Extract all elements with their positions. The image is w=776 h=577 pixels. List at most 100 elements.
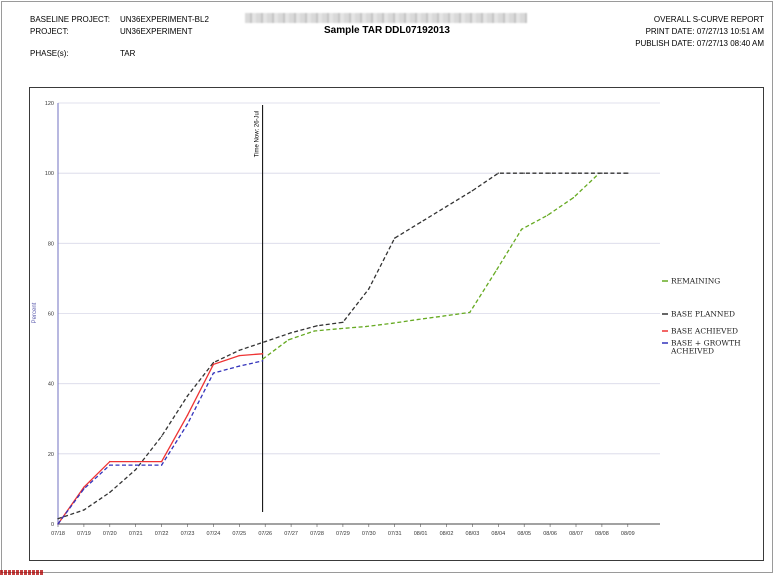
data-point (575, 172, 577, 174)
series-line (57, 172, 628, 520)
x-tick-label: 08/07 (569, 531, 583, 537)
data-point (238, 349, 240, 352)
data-point (572, 197, 575, 199)
y-tick-label: 20 (48, 452, 54, 458)
x-tick-label: 08/01 (414, 531, 428, 537)
x-tick-label: 07/27 (284, 531, 298, 537)
x-tick-label: 08/02 (440, 531, 454, 537)
data-point (523, 172, 525, 174)
data-point (238, 354, 240, 357)
x-tick-label: 07/24 (207, 531, 221, 537)
print-date: PRINT DATE: 07/27/13 10:51 AM (645, 27, 764, 36)
data-point (313, 330, 316, 332)
time-now-label: Time Now: 26-Jul (255, 111, 261, 157)
data-point (497, 172, 499, 174)
phase-label: PHASE(s): (30, 49, 69, 58)
data-point (186, 423, 189, 425)
phase-value: TAR (120, 49, 136, 58)
y-axis-label: Percent (32, 302, 38, 323)
x-tick-label: 07/29 (336, 531, 350, 537)
data-point (261, 358, 264, 360)
y-tick-label: 120 (45, 101, 54, 107)
x-tick-label: 08/04 (491, 531, 505, 537)
data-point (549, 172, 551, 174)
x-tick-label: 07/26 (258, 531, 272, 537)
chart-frame (29, 87, 764, 561)
data-point (135, 460, 137, 463)
project-label: PROJECT: (30, 27, 69, 36)
x-tick-label: 08/06 (543, 531, 557, 537)
data-point (391, 322, 393, 325)
data-point (290, 332, 292, 334)
data-point (109, 491, 111, 494)
data-point (109, 460, 111, 463)
data-point (212, 361, 215, 364)
data-point (546, 214, 549, 216)
x-tick-label: 07/20 (103, 531, 117, 537)
y-tick-label: 60 (48, 312, 54, 318)
data-point (365, 325, 367, 328)
redacted-company-name (245, 13, 527, 23)
data-point (238, 365, 240, 367)
data-point (342, 321, 344, 323)
data-point (261, 353, 264, 355)
data-point (368, 288, 370, 290)
x-tick-label: 07/19 (77, 531, 91, 537)
report-title: Sample TAR DDL07192013 (324, 25, 450, 36)
data-point (601, 172, 603, 174)
series-line (262, 172, 600, 360)
x-tick-label: 07/18 (51, 531, 65, 537)
data-point (212, 363, 215, 366)
x-tick-label: 07/21 (129, 531, 143, 537)
x-tick-label: 08/08 (595, 531, 609, 537)
x-tick-label: 07/28 (310, 531, 324, 537)
data-point (495, 270, 497, 273)
data-point (394, 237, 396, 239)
y-tick-label: 80 (48, 241, 54, 247)
data-point (469, 311, 471, 314)
x-tick-label: 08/03 (466, 531, 480, 537)
data-point (287, 339, 290, 341)
baseline-project-value: UN36EXPERIMENT-BL2 (120, 15, 209, 24)
data-point (135, 464, 137, 466)
data-point (57, 518, 59, 520)
x-tick-label: 07/23 (181, 531, 195, 537)
baseline-project-label: BASELINE PROJECT: (30, 15, 111, 24)
data-point (160, 464, 163, 466)
y-tick-label: 0 (51, 522, 54, 528)
legend-label: BASE + GROWTH ACHEIVED (670, 339, 741, 356)
data-point (627, 172, 629, 174)
data-point (417, 318, 419, 321)
report-name: OVERALL S-CURVE REPORT (653, 15, 764, 24)
data-point (83, 509, 85, 511)
data-point (471, 190, 474, 192)
legend-label: BASE PLANNED (671, 310, 735, 319)
x-tick-label: 07/22 (155, 531, 169, 537)
data-point (83, 488, 85, 490)
x-tick-label: 08/09 (621, 531, 635, 537)
data-point (261, 360, 264, 362)
data-point (186, 414, 189, 416)
data-point (186, 395, 189, 397)
x-tick-label: 07/31 (388, 531, 402, 537)
data-point (520, 228, 523, 230)
project-value: UN36EXPERIMENT (120, 27, 193, 36)
data-point (443, 315, 445, 317)
x-tick-label: 08/05 (517, 531, 531, 537)
data-point (83, 486, 85, 488)
data-point (57, 523, 59, 525)
legend-label: REMAINING (671, 277, 720, 286)
data-point (339, 327, 342, 330)
series-line (57, 360, 263, 525)
corner-mark (0, 570, 44, 575)
y-tick-label: 40 (48, 382, 54, 388)
data-point (419, 221, 422, 223)
data-point (109, 464, 111, 466)
data-point (160, 435, 163, 437)
data-point (212, 372, 215, 374)
data-point (135, 468, 137, 471)
x-tick-label: 07/25 (232, 531, 246, 537)
data-point (264, 340, 266, 343)
